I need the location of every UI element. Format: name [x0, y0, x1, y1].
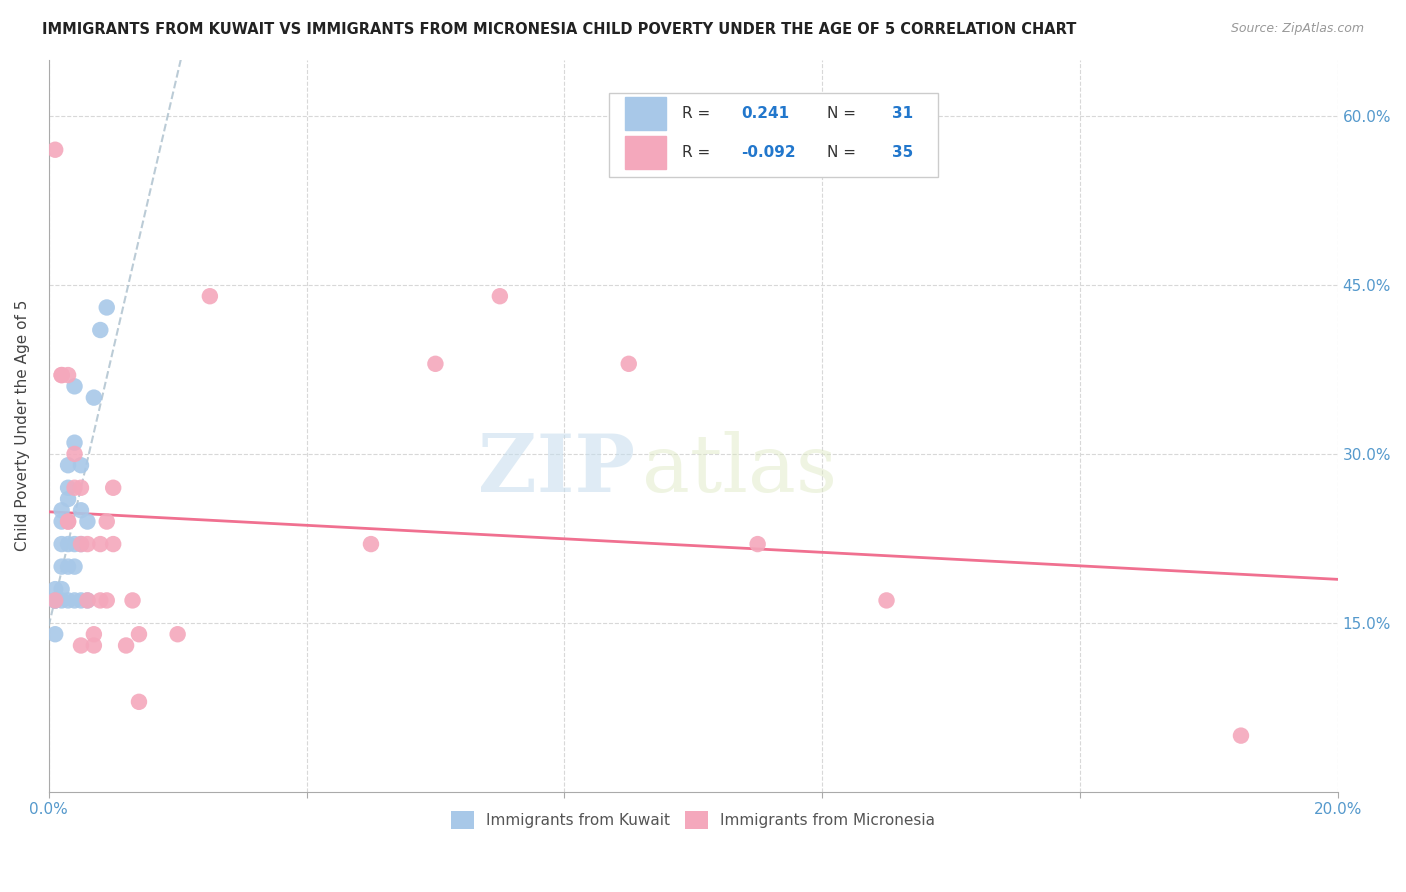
- Point: [51, 368, 73, 382]
- Point: [128, 695, 150, 709]
- Point: [96, 515, 118, 529]
- Point: [51, 537, 73, 551]
- Point: [70, 503, 93, 517]
- Text: -0.092: -0.092: [741, 145, 796, 160]
- Point: [56, 593, 79, 607]
- Point: [70, 639, 93, 653]
- Text: 0.241: 0.241: [741, 105, 789, 120]
- Point: [70, 458, 93, 473]
- Text: N =: N =: [827, 105, 856, 120]
- Point: [44, 582, 66, 596]
- Point: [51, 593, 73, 607]
- Point: [56, 537, 79, 551]
- Text: IMMIGRANTS FROM KUWAIT VS IMMIGRANTS FROM MICRONESIA CHILD POVERTY UNDER THE AGE: IMMIGRANTS FROM KUWAIT VS IMMIGRANTS FRO…: [42, 22, 1077, 37]
- Text: R =: R =: [682, 145, 710, 160]
- Point: [166, 627, 188, 641]
- Point: [103, 481, 125, 495]
- Point: [56, 458, 79, 473]
- Point: [1230, 729, 1253, 743]
- Point: [96, 301, 118, 315]
- Point: [360, 537, 382, 551]
- Point: [121, 593, 143, 607]
- Text: N =: N =: [827, 145, 856, 160]
- Legend: Immigrants from Kuwait, Immigrants from Micronesia: Immigrants from Kuwait, Immigrants from …: [444, 805, 942, 836]
- Point: [63, 447, 86, 461]
- Point: [70, 537, 93, 551]
- FancyBboxPatch shape: [609, 93, 938, 177]
- Point: [83, 627, 105, 641]
- Point: [115, 639, 138, 653]
- Point: [70, 537, 93, 551]
- Point: [89, 537, 111, 551]
- Point: [51, 559, 73, 574]
- Point: [51, 368, 73, 382]
- Point: [44, 143, 66, 157]
- Point: [56, 515, 79, 529]
- Point: [103, 537, 125, 551]
- Point: [617, 357, 640, 371]
- Point: [96, 593, 118, 607]
- Point: [89, 593, 111, 607]
- Point: [63, 481, 86, 495]
- Point: [198, 289, 221, 303]
- Point: [63, 559, 86, 574]
- Point: [70, 593, 93, 607]
- Point: [747, 537, 769, 551]
- Point: [489, 289, 512, 303]
- Text: ZIP: ZIP: [478, 431, 636, 508]
- Bar: [624, 96, 666, 129]
- Point: [128, 627, 150, 641]
- Point: [56, 368, 79, 382]
- Text: Source: ZipAtlas.com: Source: ZipAtlas.com: [1230, 22, 1364, 36]
- Point: [76, 593, 98, 607]
- Point: [63, 593, 86, 607]
- Point: [76, 515, 98, 529]
- Point: [51, 515, 73, 529]
- Point: [51, 503, 73, 517]
- Point: [56, 491, 79, 506]
- Point: [76, 593, 98, 607]
- Point: [63, 435, 86, 450]
- Bar: [624, 136, 666, 169]
- Point: [83, 639, 105, 653]
- Point: [44, 593, 66, 607]
- Point: [70, 481, 93, 495]
- Point: [44, 627, 66, 641]
- Point: [56, 559, 79, 574]
- Y-axis label: Child Poverty Under the Age of 5: Child Poverty Under the Age of 5: [15, 300, 30, 551]
- Text: 31: 31: [891, 105, 912, 120]
- Point: [63, 537, 86, 551]
- Point: [876, 593, 898, 607]
- Point: [83, 391, 105, 405]
- Point: [44, 593, 66, 607]
- Text: R =: R =: [682, 105, 710, 120]
- Point: [63, 379, 86, 393]
- Point: [44, 593, 66, 607]
- Point: [76, 537, 98, 551]
- Text: 35: 35: [891, 145, 912, 160]
- Point: [89, 323, 111, 337]
- Point: [56, 515, 79, 529]
- Point: [425, 357, 447, 371]
- Point: [56, 481, 79, 495]
- Point: [44, 593, 66, 607]
- Text: atlas: atlas: [641, 431, 837, 508]
- Point: [51, 582, 73, 596]
